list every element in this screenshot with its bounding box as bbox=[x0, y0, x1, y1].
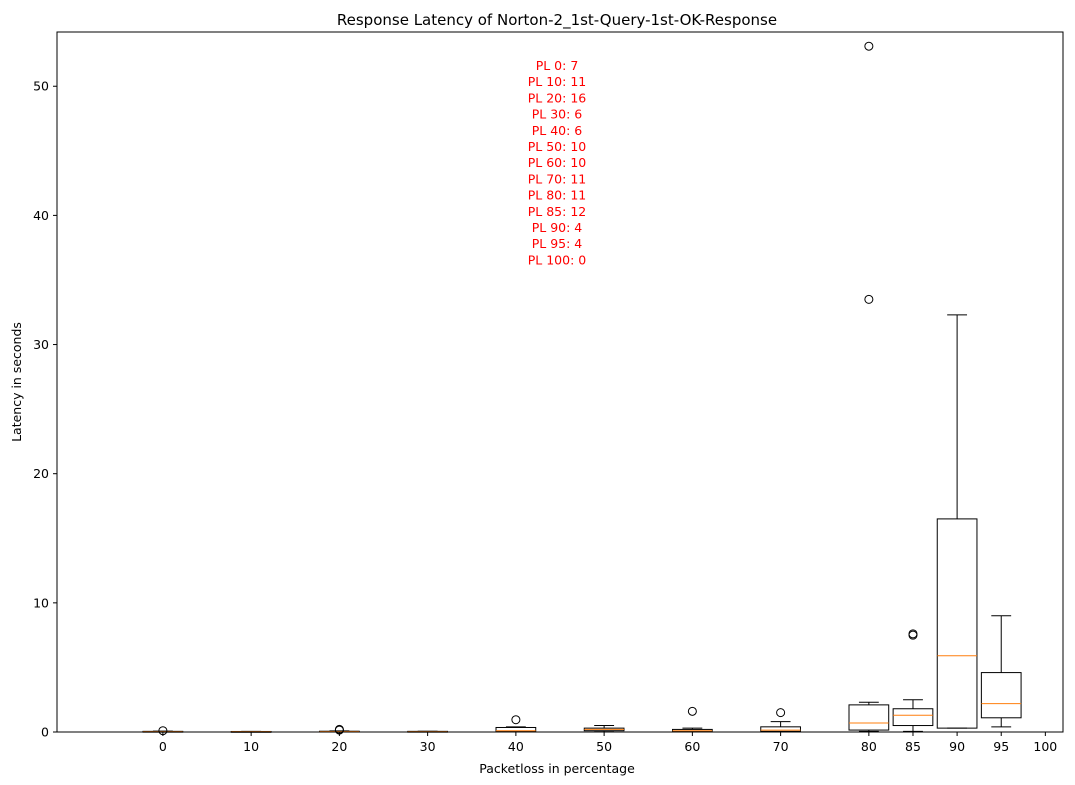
annotation-line: PL 20: 16 bbox=[528, 90, 587, 105]
annotation-line: PL 90: 4 bbox=[532, 220, 583, 235]
chart-title: Response Latency of Norton-2_1st-Query-1… bbox=[337, 11, 777, 30]
x-tick-label: 20 bbox=[331, 739, 347, 754]
annotation-line: PL 95: 4 bbox=[532, 236, 583, 251]
y-tick-label: 50 bbox=[33, 79, 49, 94]
x-tick-label: 85 bbox=[905, 739, 921, 754]
box-iqr bbox=[980, 672, 1022, 719]
x-tick-label: 95 bbox=[993, 739, 1009, 754]
outlier-point bbox=[864, 41, 874, 51]
annotation-line: PL 40: 6 bbox=[532, 123, 583, 138]
y-tick-label: 30 bbox=[33, 337, 49, 352]
y-axis: 0 10 20 30 40 50 bbox=[33, 79, 57, 740]
annotation-line: PL 30: 6 bbox=[532, 107, 583, 122]
annotation-line: PL 100: 0 bbox=[528, 252, 587, 267]
outlier-point bbox=[687, 706, 697, 716]
box-iqr bbox=[892, 708, 934, 727]
outlier-point bbox=[511, 715, 521, 725]
annotation-block: PL 0: 7 PL 10: 11 PL 20: 16 PL 30: 6 PL 40: … bbox=[528, 58, 587, 267]
outlier-point bbox=[864, 294, 874, 304]
annotation-line: PL 0: 7 bbox=[536, 58, 579, 73]
x-tick-label: 30 bbox=[420, 739, 436, 754]
y-tick-label: 20 bbox=[33, 466, 49, 481]
x-tick-label: 10 bbox=[243, 739, 259, 754]
x-tick-label: 0 bbox=[159, 739, 167, 754]
x-tick-label: 70 bbox=[773, 739, 789, 754]
y-tick-label: 40 bbox=[33, 208, 49, 223]
x-tick-label: 40 bbox=[508, 739, 524, 754]
x-axis: 0 10 20 30 40 50 60 70 80 85 90 95 100 bbox=[159, 732, 1057, 754]
annotation-line: PL 80: 11 bbox=[528, 188, 586, 203]
x-tick-label: 90 bbox=[949, 739, 965, 754]
box-iqr bbox=[848, 704, 890, 731]
outlier-point bbox=[776, 708, 786, 718]
y-tick-label: 10 bbox=[33, 595, 49, 610]
box-group-95 bbox=[980, 615, 1022, 728]
y-tick-label: 0 bbox=[41, 725, 49, 740]
x-tick-label: 50 bbox=[596, 739, 612, 754]
annotation-line: PL 60: 10 bbox=[528, 155, 587, 170]
annotation-line: PL 85: 12 bbox=[528, 204, 586, 219]
x-tick-label: 60 bbox=[684, 739, 700, 754]
annotation-line: PL 50: 10 bbox=[528, 139, 587, 154]
x-axis-title: Packetloss in percentage bbox=[479, 761, 635, 776]
x-tick-label: 80 bbox=[861, 739, 877, 754]
y-axis-title: Latency in seconds bbox=[9, 322, 24, 442]
outlier-point bbox=[908, 629, 918, 639]
annotation-line: PL 10: 11 bbox=[528, 74, 586, 89]
x-tick-label: 100 bbox=[1033, 739, 1057, 754]
annotation-line: PL 70: 11 bbox=[528, 171, 586, 186]
box-iqr bbox=[936, 518, 978, 729]
plot-area-frame bbox=[56, 31, 1064, 733]
box-group-80 bbox=[848, 41, 890, 732]
box-group-85 bbox=[892, 629, 934, 732]
box-iqr bbox=[760, 726, 801, 732]
box-group-90 bbox=[936, 314, 978, 729]
box-iqr bbox=[495, 726, 537, 732]
